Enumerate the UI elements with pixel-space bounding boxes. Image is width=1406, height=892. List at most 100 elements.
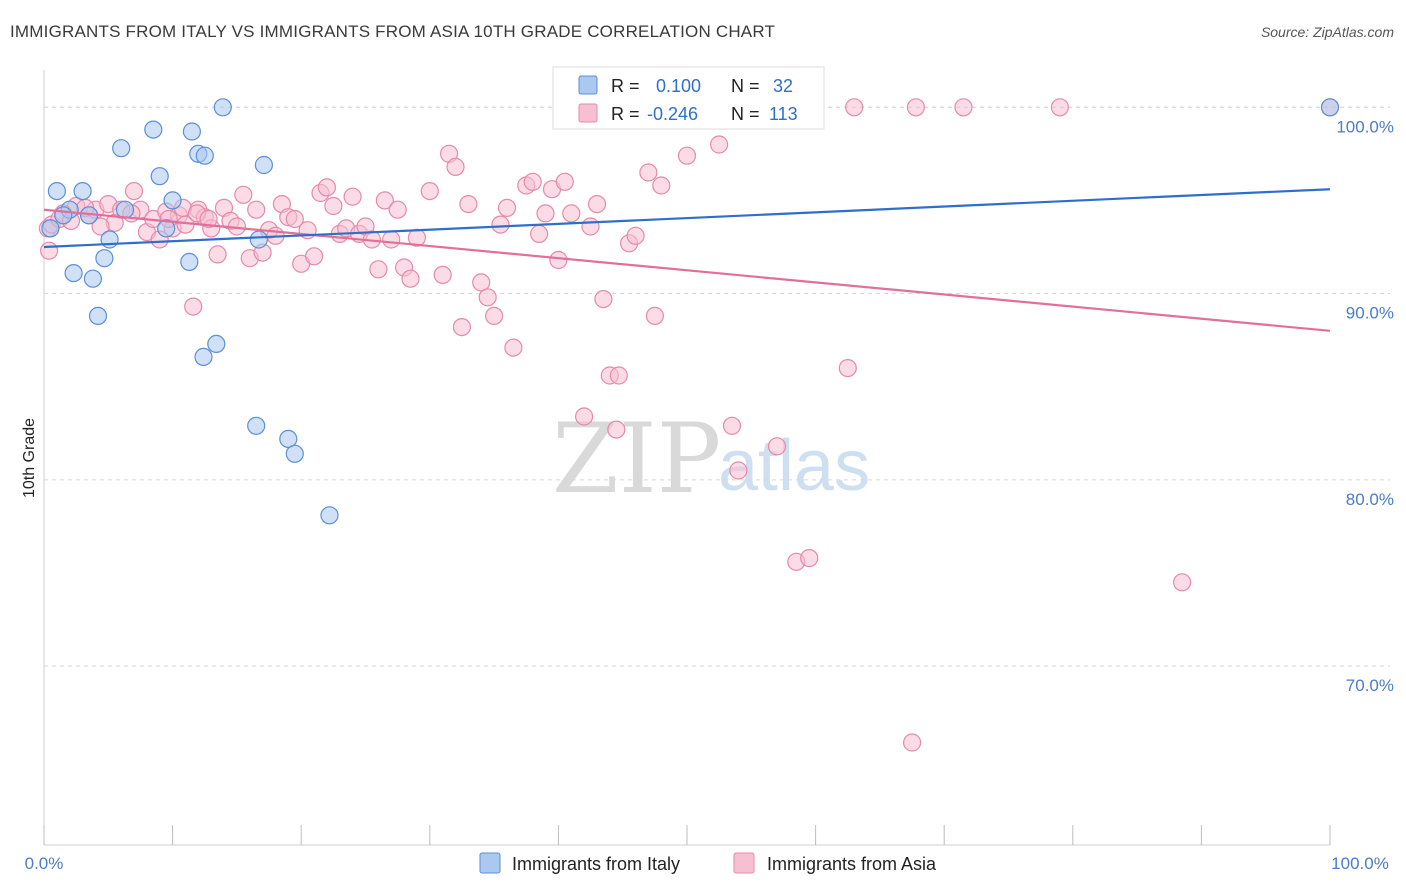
italy-point-8 <box>150 167 169 186</box>
italy-point-13 <box>195 146 214 165</box>
watermark: ZIP atlas <box>552 403 870 515</box>
italy-point-9 <box>112 139 131 158</box>
asia-point-47 <box>369 260 388 279</box>
italy-point-21 <box>180 252 199 271</box>
italy-point-14 <box>213 98 232 117</box>
italy-point-28 <box>285 444 304 463</box>
italy-point-15 <box>163 191 182 210</box>
source-credit: Source: ZipAtlas.com <box>1260 24 1394 40</box>
trend-line-asia <box>43 208 1331 332</box>
asia-point-97 <box>902 733 922 752</box>
asia-point-94 <box>800 548 819 568</box>
stats-swatch-italy <box>578 75 598 95</box>
italy-point-3 <box>54 206 73 225</box>
asia-point-98 <box>906 98 926 117</box>
asia-point-54 <box>420 182 439 201</box>
asia-point-76 <box>587 195 607 214</box>
stats-n-label-italy: N = <box>731 76 760 96</box>
asia-point-87 <box>677 146 697 165</box>
asia-point-1 <box>39 241 59 260</box>
asia-point-91 <box>729 461 748 480</box>
trend-line-italy <box>43 188 1331 249</box>
x-tick-label-min: 0.0% <box>25 854 64 873</box>
stats-n-label-asia: N = <box>731 104 760 124</box>
asia-point-34 <box>285 209 304 229</box>
asia-point-86 <box>652 176 671 195</box>
asia-point-84 <box>639 163 658 182</box>
italy-point-10 <box>157 219 176 238</box>
stats-r-value-italy: 0.100 <box>656 76 701 96</box>
asia-point-77 <box>594 290 613 309</box>
italy-point-7 <box>144 120 163 139</box>
asia-point-50 <box>388 200 407 219</box>
italy-point-26 <box>247 416 266 435</box>
italy-point-2 <box>73 182 92 201</box>
asia-point-61 <box>478 288 497 307</box>
asia-point-64 <box>497 198 517 217</box>
legend-swatch-asia <box>733 852 755 874</box>
asia-point-22 <box>208 245 227 264</box>
asia-point-75 <box>581 217 600 236</box>
asia-point-59 <box>459 195 478 214</box>
legend-label-italy: Immigrants from Italy <box>512 854 680 874</box>
trend-lines <box>43 188 1331 332</box>
italy-point-20 <box>88 306 108 325</box>
asia-point-49 <box>382 230 401 249</box>
italy-point-25 <box>249 230 268 249</box>
asia-point-57 <box>446 157 465 176</box>
asia-point-83 <box>626 226 645 245</box>
asia-point-99 <box>954 98 973 117</box>
asia-point-48 <box>375 191 394 210</box>
stats-swatch-asia <box>578 103 598 123</box>
y-axis-title: 10th Grade <box>21 418 38 498</box>
asia-point-71 <box>549 250 568 270</box>
asia-point-88 <box>709 135 729 154</box>
italy-point-23 <box>194 347 213 366</box>
asia-point-100 <box>1050 98 1070 117</box>
stats-legend: R = 0.100 N = 32 R = -0.246 N = 113 <box>552 66 825 130</box>
asia-point-107 <box>91 217 110 236</box>
asia-point-79 <box>607 420 626 439</box>
asia-point-80 <box>609 366 628 385</box>
y-tick-label-80: 80.0% <box>1346 490 1394 509</box>
series-italy-points <box>41 98 1340 525</box>
asia-point-72 <box>555 172 574 191</box>
asia-point-26 <box>234 185 253 204</box>
asia-point-67 <box>523 172 542 191</box>
asia-point-43 <box>343 187 362 206</box>
asia-point-74 <box>574 407 594 426</box>
legend-label-asia: Immigrants from Asia <box>767 854 937 874</box>
chart-title: IMMIGRANTS FROM ITALY VS IMMIGRANTS FROM… <box>10 22 776 41</box>
asia-point-52 <box>401 269 420 288</box>
asia-point-28 <box>247 200 266 219</box>
asia-point-101 <box>1172 573 1192 592</box>
legend-swatch-italy <box>479 852 501 874</box>
italy-point-29 <box>320 506 339 525</box>
x-tick-label-max: 100.0% <box>1331 854 1389 873</box>
italy-point-6 <box>41 219 60 238</box>
asia-point-40 <box>324 196 343 216</box>
asia-point-39 <box>317 178 336 197</box>
y-tick-labels: 70.0% 80.0% 90.0% 100.0% <box>1336 117 1394 695</box>
italy-point-0 <box>47 182 67 201</box>
asia-point-112 <box>199 209 218 229</box>
asia-point-95 <box>838 359 857 378</box>
stats-r-label-italy: R = <box>611 76 640 96</box>
asia-point-92 <box>767 437 787 456</box>
asia-point-37 <box>305 247 324 266</box>
asia-point-65 <box>504 338 523 357</box>
italy-point-16 <box>100 230 119 249</box>
asia-point-69 <box>536 204 555 223</box>
y-tick-label-90: 90.0% <box>1346 304 1394 323</box>
italy-point-31 <box>1320 98 1340 117</box>
asia-point-73 <box>562 204 581 223</box>
italy-point-18 <box>64 264 83 283</box>
stats-r-value-asia: -0.246 <box>647 104 698 124</box>
asia-point-55 <box>433 265 452 284</box>
stats-n-value-asia: 113 <box>769 104 798 124</box>
italy-point-12 <box>182 122 201 141</box>
italy-point-19 <box>83 269 103 288</box>
asia-point-85 <box>645 306 665 325</box>
asia-point-9 <box>124 182 144 201</box>
